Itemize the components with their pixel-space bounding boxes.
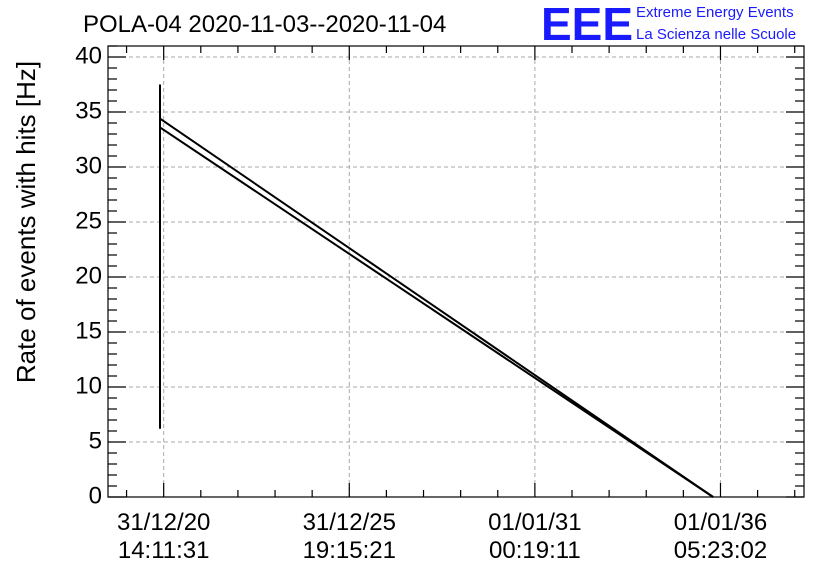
x-tick-label-time: 00:19:11 bbox=[489, 537, 581, 564]
x-tick-label-time: 19:15:21 bbox=[303, 537, 396, 564]
y-tick-label: 35 bbox=[75, 97, 102, 124]
grid-lines bbox=[108, 46, 804, 497]
x-tick-label-date: 31/12/25 bbox=[303, 509, 396, 536]
series-line-2 bbox=[159, 117, 714, 498]
logo-mark: EEE bbox=[541, 0, 633, 50]
chart-title: POLA-04 2020-11-03--2020-11-04 bbox=[83, 11, 446, 38]
x-tick-label-date: 01/01/36 bbox=[674, 509, 767, 536]
y-tick-label: 15 bbox=[75, 317, 102, 344]
y-tick-label: 30 bbox=[75, 152, 102, 179]
eee-logo: EEE Extreme Energy Events La Scienza nel… bbox=[541, 0, 796, 50]
plot-frame bbox=[107, 45, 805, 498]
logo-line1: Extreme Energy Events bbox=[636, 4, 794, 21]
y-tick-label: 40 bbox=[75, 42, 102, 69]
y-tick-label: 10 bbox=[75, 372, 102, 399]
x-tick-label-date: 01/01/31 bbox=[488, 509, 581, 536]
y-tick-label: 20 bbox=[75, 262, 102, 289]
y-tick-label: 5 bbox=[89, 427, 102, 454]
x-tick-label-date: 31/12/20 bbox=[117, 509, 210, 536]
y-axis-label: Rate of events with hits [Hz] bbox=[11, 61, 41, 383]
axis-ticks bbox=[108, 45, 804, 498]
x-tick-label-time: 05:23:02 bbox=[674, 537, 767, 564]
series-line-3 bbox=[159, 126, 714, 498]
y-tick-label: 25 bbox=[75, 207, 102, 234]
logo-line2: La Scienza nelle Scuole bbox=[636, 26, 796, 43]
series-lines bbox=[159, 84, 714, 498]
x-tick-label-time: 14:11:31 bbox=[118, 537, 210, 564]
y-tick-label: 0 bbox=[89, 482, 102, 509]
